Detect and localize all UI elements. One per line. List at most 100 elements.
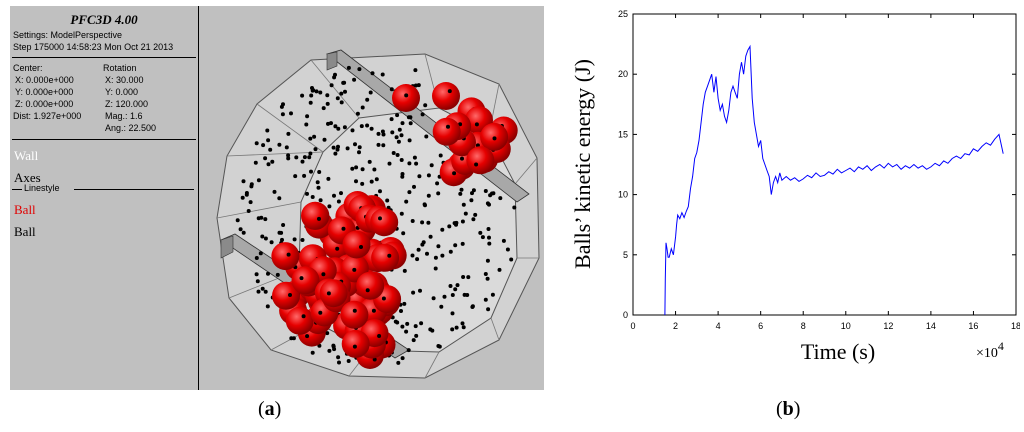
small-ball bbox=[305, 191, 309, 196]
small-ball bbox=[265, 304, 270, 309]
small-ball bbox=[277, 142, 282, 147]
large-ball bbox=[341, 329, 370, 358]
small-ball bbox=[255, 279, 260, 284]
x-multiplier: ×104 bbox=[976, 339, 1004, 361]
legend-ball-black: Ball bbox=[14, 224, 36, 239]
small-ball bbox=[246, 209, 251, 213]
small-ball bbox=[286, 153, 291, 158]
small-ball bbox=[436, 244, 441, 249]
small-ball bbox=[483, 189, 488, 193]
small-ball bbox=[400, 356, 405, 361]
small-ball bbox=[436, 191, 441, 196]
x-tick-label: 4 bbox=[716, 321, 721, 331]
large-ball bbox=[271, 242, 300, 271]
small-ball bbox=[376, 142, 381, 147]
rotation-y: Y: 0.000 bbox=[105, 87, 139, 97]
small-ball bbox=[439, 304, 444, 309]
large-ball bbox=[370, 208, 399, 237]
small-ball bbox=[460, 219, 465, 224]
rotation-x: X: 30.000 bbox=[105, 75, 144, 85]
small-ball bbox=[440, 227, 445, 232]
small-ball bbox=[286, 131, 291, 136]
small-ball bbox=[354, 165, 359, 170]
simulation-panel: PFC3D 4.00 Settings: ModelPerspective St… bbox=[10, 6, 544, 390]
small-ball bbox=[469, 198, 474, 203]
small-ball bbox=[389, 117, 394, 122]
small-ball bbox=[460, 241, 465, 246]
small-ball bbox=[333, 124, 338, 129]
small-ball bbox=[300, 93, 305, 98]
small-ball bbox=[293, 174, 298, 179]
small-ball bbox=[286, 156, 291, 161]
small-ball bbox=[423, 103, 428, 108]
small-ball bbox=[269, 240, 274, 245]
small-ball bbox=[260, 234, 265, 239]
small-ball bbox=[473, 212, 478, 217]
small-ball bbox=[299, 276, 304, 281]
small-ball bbox=[325, 101, 330, 106]
small-ball bbox=[339, 91, 344, 96]
small-ball bbox=[399, 158, 404, 162]
small-ball bbox=[417, 174, 422, 179]
small-ball bbox=[394, 135, 399, 140]
small-ball bbox=[327, 204, 332, 209]
small-ball bbox=[474, 122, 479, 127]
small-ball bbox=[378, 189, 382, 194]
small-ball bbox=[458, 191, 463, 196]
small-ball bbox=[314, 89, 319, 94]
settings-text: Settings: ModelPerspective bbox=[13, 30, 123, 40]
rotation-label: Rotation bbox=[103, 63, 137, 73]
small-ball bbox=[389, 87, 394, 92]
small-ball bbox=[402, 301, 407, 306]
small-ball bbox=[446, 124, 450, 129]
y-axis-label: Balls’ kinetic energy (J) bbox=[570, 59, 595, 269]
small-ball bbox=[272, 189, 277, 194]
small-ball bbox=[430, 328, 435, 333]
small-ball bbox=[280, 112, 285, 117]
small-ball bbox=[459, 187, 464, 192]
small-ball bbox=[326, 291, 331, 296]
small-ball bbox=[471, 188, 476, 193]
small-ball bbox=[442, 294, 447, 299]
small-ball bbox=[365, 123, 370, 128]
y-tick-label: 20 bbox=[618, 69, 628, 79]
small-ball bbox=[437, 344, 442, 349]
small-ball bbox=[461, 202, 466, 207]
small-ball bbox=[413, 68, 418, 73]
separator bbox=[12, 139, 196, 140]
small-ball bbox=[310, 195, 315, 199]
small-ball bbox=[412, 184, 416, 189]
small-ball bbox=[322, 137, 327, 142]
small-ball bbox=[390, 130, 395, 135]
small-ball bbox=[372, 357, 377, 362]
small-ball bbox=[309, 169, 313, 174]
small-ball bbox=[325, 331, 330, 336]
small-ball bbox=[405, 321, 410, 326]
small-ball bbox=[263, 156, 268, 161]
small-ball bbox=[505, 247, 510, 252]
large-ball bbox=[272, 281, 300, 310]
small-ball bbox=[337, 360, 341, 365]
small-ball bbox=[241, 179, 246, 184]
small-ball bbox=[413, 324, 418, 329]
small-ball bbox=[350, 128, 355, 133]
small-ball bbox=[385, 198, 390, 203]
small-ball bbox=[275, 272, 280, 277]
rotation-mag: Mag.: 1.6 bbox=[105, 111, 143, 121]
small-ball bbox=[415, 257, 420, 262]
linestyle-line bbox=[12, 189, 22, 190]
small-ball bbox=[452, 171, 457, 176]
small-ball bbox=[345, 146, 350, 151]
small-ball bbox=[426, 173, 431, 178]
small-ball bbox=[470, 191, 474, 196]
rotation-z: Z: 120.000 bbox=[105, 99, 149, 109]
small-ball bbox=[346, 65, 351, 70]
separator bbox=[12, 57, 196, 58]
small-ball bbox=[377, 334, 382, 338]
small-ball bbox=[335, 147, 340, 152]
small-ball bbox=[369, 126, 374, 131]
software-title: PFC3D 4.00 bbox=[70, 12, 138, 27]
center-dist: Dist: 1.927e+000 bbox=[13, 111, 82, 121]
small-ball bbox=[370, 71, 375, 76]
x-tick-label: 0 bbox=[630, 321, 635, 331]
